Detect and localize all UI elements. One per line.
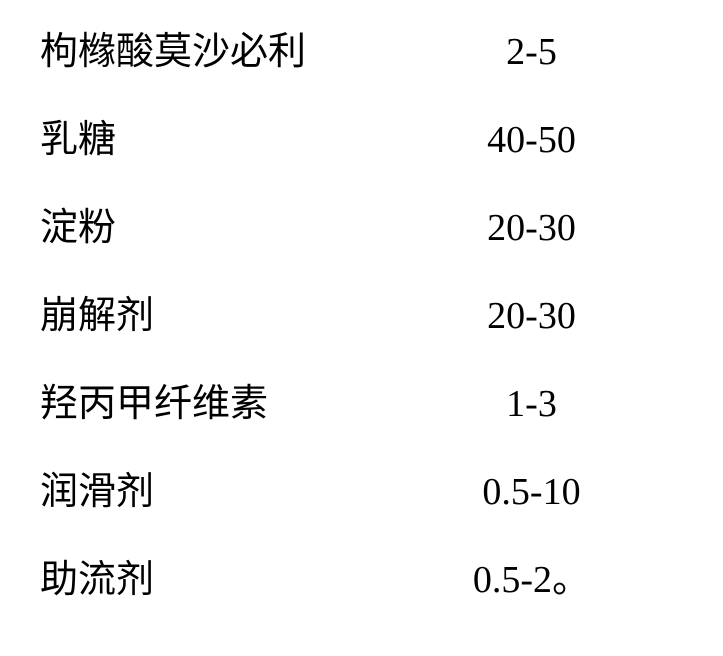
ingredient-value: 2-5 bbox=[380, 30, 683, 74]
ingredient-label: 淀粉 bbox=[40, 196, 380, 251]
ingredient-value: 20-30 bbox=[380, 294, 683, 338]
ingredient-label: 润滑剂 bbox=[40, 460, 380, 515]
table-row: 润滑剂 0.5-10 bbox=[40, 460, 683, 548]
ingredient-value: 0.5-10 bbox=[380, 470, 683, 514]
ingredient-label: 枸橼酸莫沙必利 bbox=[40, 20, 380, 75]
ingredient-label: 乳糖 bbox=[40, 108, 380, 163]
ingredient-value: 1-3 bbox=[380, 382, 683, 426]
ingredient-table: 枸橼酸莫沙必利 2-5 乳糖 40-50 淀粉 20-30 崩解剂 20-30 … bbox=[0, 0, 723, 656]
table-row: 枸橼酸莫沙必利 2-5 bbox=[40, 20, 683, 108]
ingredient-value: 40-50 bbox=[380, 118, 683, 162]
ingredient-label: 羟丙甲纤维素 bbox=[40, 372, 380, 427]
table-row: 淀粉 20-30 bbox=[40, 196, 683, 284]
ingredient-label: 崩解剂 bbox=[40, 284, 380, 339]
ingredient-value: 20-30 bbox=[380, 206, 683, 250]
ingredient-value: 0.5-2。 bbox=[380, 548, 683, 603]
table-row: 助流剂 0.5-2。 bbox=[40, 548, 683, 636]
ingredient-label: 助流剂 bbox=[40, 548, 380, 603]
table-row: 乳糖 40-50 bbox=[40, 108, 683, 196]
table-row: 崩解剂 20-30 bbox=[40, 284, 683, 372]
table-row: 羟丙甲纤维素 1-3 bbox=[40, 372, 683, 460]
